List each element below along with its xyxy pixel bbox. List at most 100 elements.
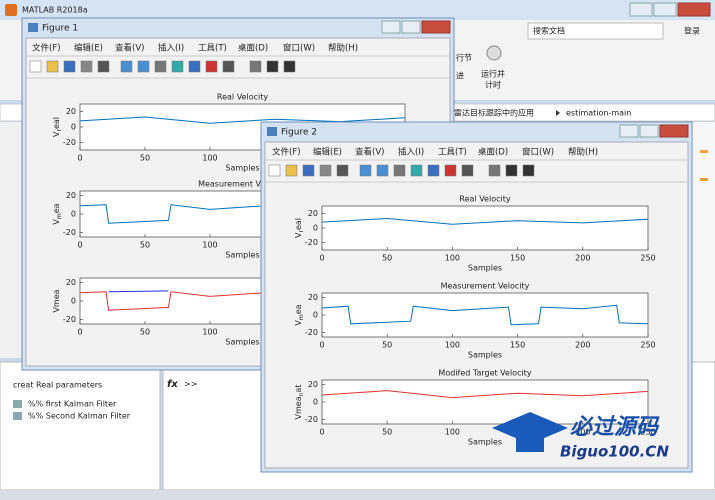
- toolbar-button[interactable]: [46, 60, 59, 73]
- minimize[interactable]: [619, 124, 639, 138]
- ribbon-label: 进: [456, 72, 464, 81]
- axes: [321, 292, 649, 338]
- toolbar-button[interactable]: [505, 164, 518, 177]
- x-axis-label: Samples: [225, 338, 259, 347]
- cap-icon: [516, 436, 544, 452]
- prompt: >>: [184, 380, 197, 389]
- y-tick-label: 0: [313, 224, 318, 233]
- toolbar-button[interactable]: [249, 60, 262, 73]
- search-box[interactable]: [527, 22, 664, 40]
- y-tick-label: 0: [71, 210, 76, 219]
- menu-item[interactable]: 查看(V): [355, 147, 384, 158]
- login-button[interactable]: [676, 22, 712, 40]
- toolbar-button[interactable]: [427, 164, 440, 177]
- marker: [700, 178, 708, 181]
- menu-item[interactable]: 工具(T): [438, 148, 467, 158]
- x-axis-label: Samples: [225, 164, 259, 173]
- y-axis-label: Vreal: [294, 218, 305, 238]
- menu-item[interactable]: 窗口(W): [522, 147, 554, 158]
- menu-item[interactable]: 桌面(D): [238, 43, 268, 54]
- y-tick-label: 0: [313, 398, 318, 407]
- toolbar-button[interactable]: [336, 164, 349, 177]
- toolbar-button[interactable]: [522, 164, 535, 177]
- y-tick-label: -20: [63, 138, 76, 147]
- watermark: 必过源码 Biguo100.CN: [492, 412, 669, 461]
- maximize[interactable]: [639, 124, 659, 138]
- menu-item[interactable]: 工具(T): [198, 44, 227, 54]
- search-placeholder: 搜索文档: [533, 26, 565, 36]
- editor-gutter: [692, 122, 715, 362]
- menu-item[interactable]: 帮助(H): [328, 43, 358, 54]
- x-tick-label: 200: [575, 341, 590, 350]
- menu-item[interactable]: 编辑(E): [313, 147, 342, 158]
- watermark-en: Biguo100.CN: [560, 443, 669, 461]
- toolbar-button[interactable]: [97, 60, 110, 73]
- toolbar-button[interactable]: [488, 164, 501, 177]
- menu-item[interactable]: 桌面(D): [478, 147, 508, 158]
- menu-item[interactable]: 文件(F): [272, 147, 301, 158]
- menu-item[interactable]: 查看(V): [115, 43, 144, 54]
- close[interactable]: [659, 124, 689, 138]
- maximize[interactable]: [401, 20, 421, 34]
- menu-item[interactable]: 帮助(H): [568, 147, 598, 158]
- line-series: [321, 390, 649, 399]
- workspace-item[interactable]: %% first Kalman Filter: [28, 400, 117, 409]
- run-time-icon[interactable]: [486, 45, 502, 61]
- y-tick-label: -20: [305, 415, 318, 424]
- y-axis-label: Vmea: [52, 289, 61, 312]
- minimize[interactable]: [629, 2, 653, 17]
- ribbon-label: 运行并: [481, 69, 505, 79]
- toolbar-button[interactable]: [393, 164, 406, 177]
- menu-item[interactable]: 插入(I): [158, 43, 184, 54]
- y-axis-label: Vmeanat: [294, 385, 305, 420]
- workspace-item[interactable]: %% Second Kalman Filter: [28, 412, 131, 421]
- toolbar-button[interactable]: [188, 60, 201, 73]
- toolbar-button[interactable]: [376, 164, 389, 177]
- workspace-item[interactable]: creat Real parameters: [13, 381, 102, 390]
- close[interactable]: [421, 20, 451, 34]
- toolbar-button[interactable]: [268, 164, 281, 177]
- toolbar-button[interactable]: [266, 60, 279, 73]
- x-tick-label: 50: [382, 254, 392, 263]
- toolbar-button[interactable]: [63, 60, 76, 73]
- axes-title: Real Velocity: [459, 195, 510, 204]
- login[interactable]: 登录: [684, 26, 700, 36]
- workspace-panel: [0, 361, 161, 491]
- y-tick-label: 20: [308, 380, 318, 389]
- toolbar-button[interactable]: [302, 164, 315, 177]
- x-tick-label: 0: [319, 428, 324, 437]
- toolbar-button[interactable]: [171, 60, 184, 73]
- menu-item[interactable]: 编辑(E): [74, 43, 103, 54]
- toolbar-button[interactable]: [319, 164, 332, 177]
- x-tick-label: 0: [319, 341, 324, 350]
- toolbar-button[interactable]: [222, 60, 235, 73]
- fx-icon[interactable]: fx: [167, 379, 178, 390]
- menu-item[interactable]: 窗口(W): [283, 43, 315, 54]
- toolbar-button[interactable]: [29, 60, 42, 73]
- menu-item[interactable]: 文件(F): [32, 43, 61, 54]
- toolbar-button[interactable]: [410, 164, 423, 177]
- y-tick-label: -20: [305, 238, 318, 247]
- toolbar-button[interactable]: [154, 60, 167, 73]
- toolbar-button[interactable]: [120, 60, 133, 73]
- toolbar-button[interactable]: [205, 60, 218, 73]
- toolbar-button[interactable]: [80, 60, 93, 73]
- x-tick-label: 100: [202, 241, 217, 250]
- toolbar-button[interactable]: [461, 164, 474, 177]
- minimize[interactable]: [381, 20, 401, 34]
- close[interactable]: [677, 2, 711, 17]
- x-tick-label: 50: [382, 341, 392, 350]
- toolbar-button[interactable]: [283, 60, 296, 73]
- x-tick-label: 150: [510, 341, 525, 350]
- toolbar-button[interactable]: [444, 164, 457, 177]
- y-axis-label: Vreal: [52, 117, 63, 137]
- menu-item[interactable]: 插入(I): [398, 147, 424, 158]
- path-part: estimation-main: [566, 109, 631, 118]
- maximize[interactable]: [653, 2, 677, 17]
- toolbar-button[interactable]: [359, 164, 372, 177]
- y-label-rest: eal: [52, 117, 61, 129]
- toolbar-button[interactable]: [285, 164, 298, 177]
- toolbar-button[interactable]: [137, 60, 150, 73]
- y-axis-label: Vmea: [294, 304, 305, 325]
